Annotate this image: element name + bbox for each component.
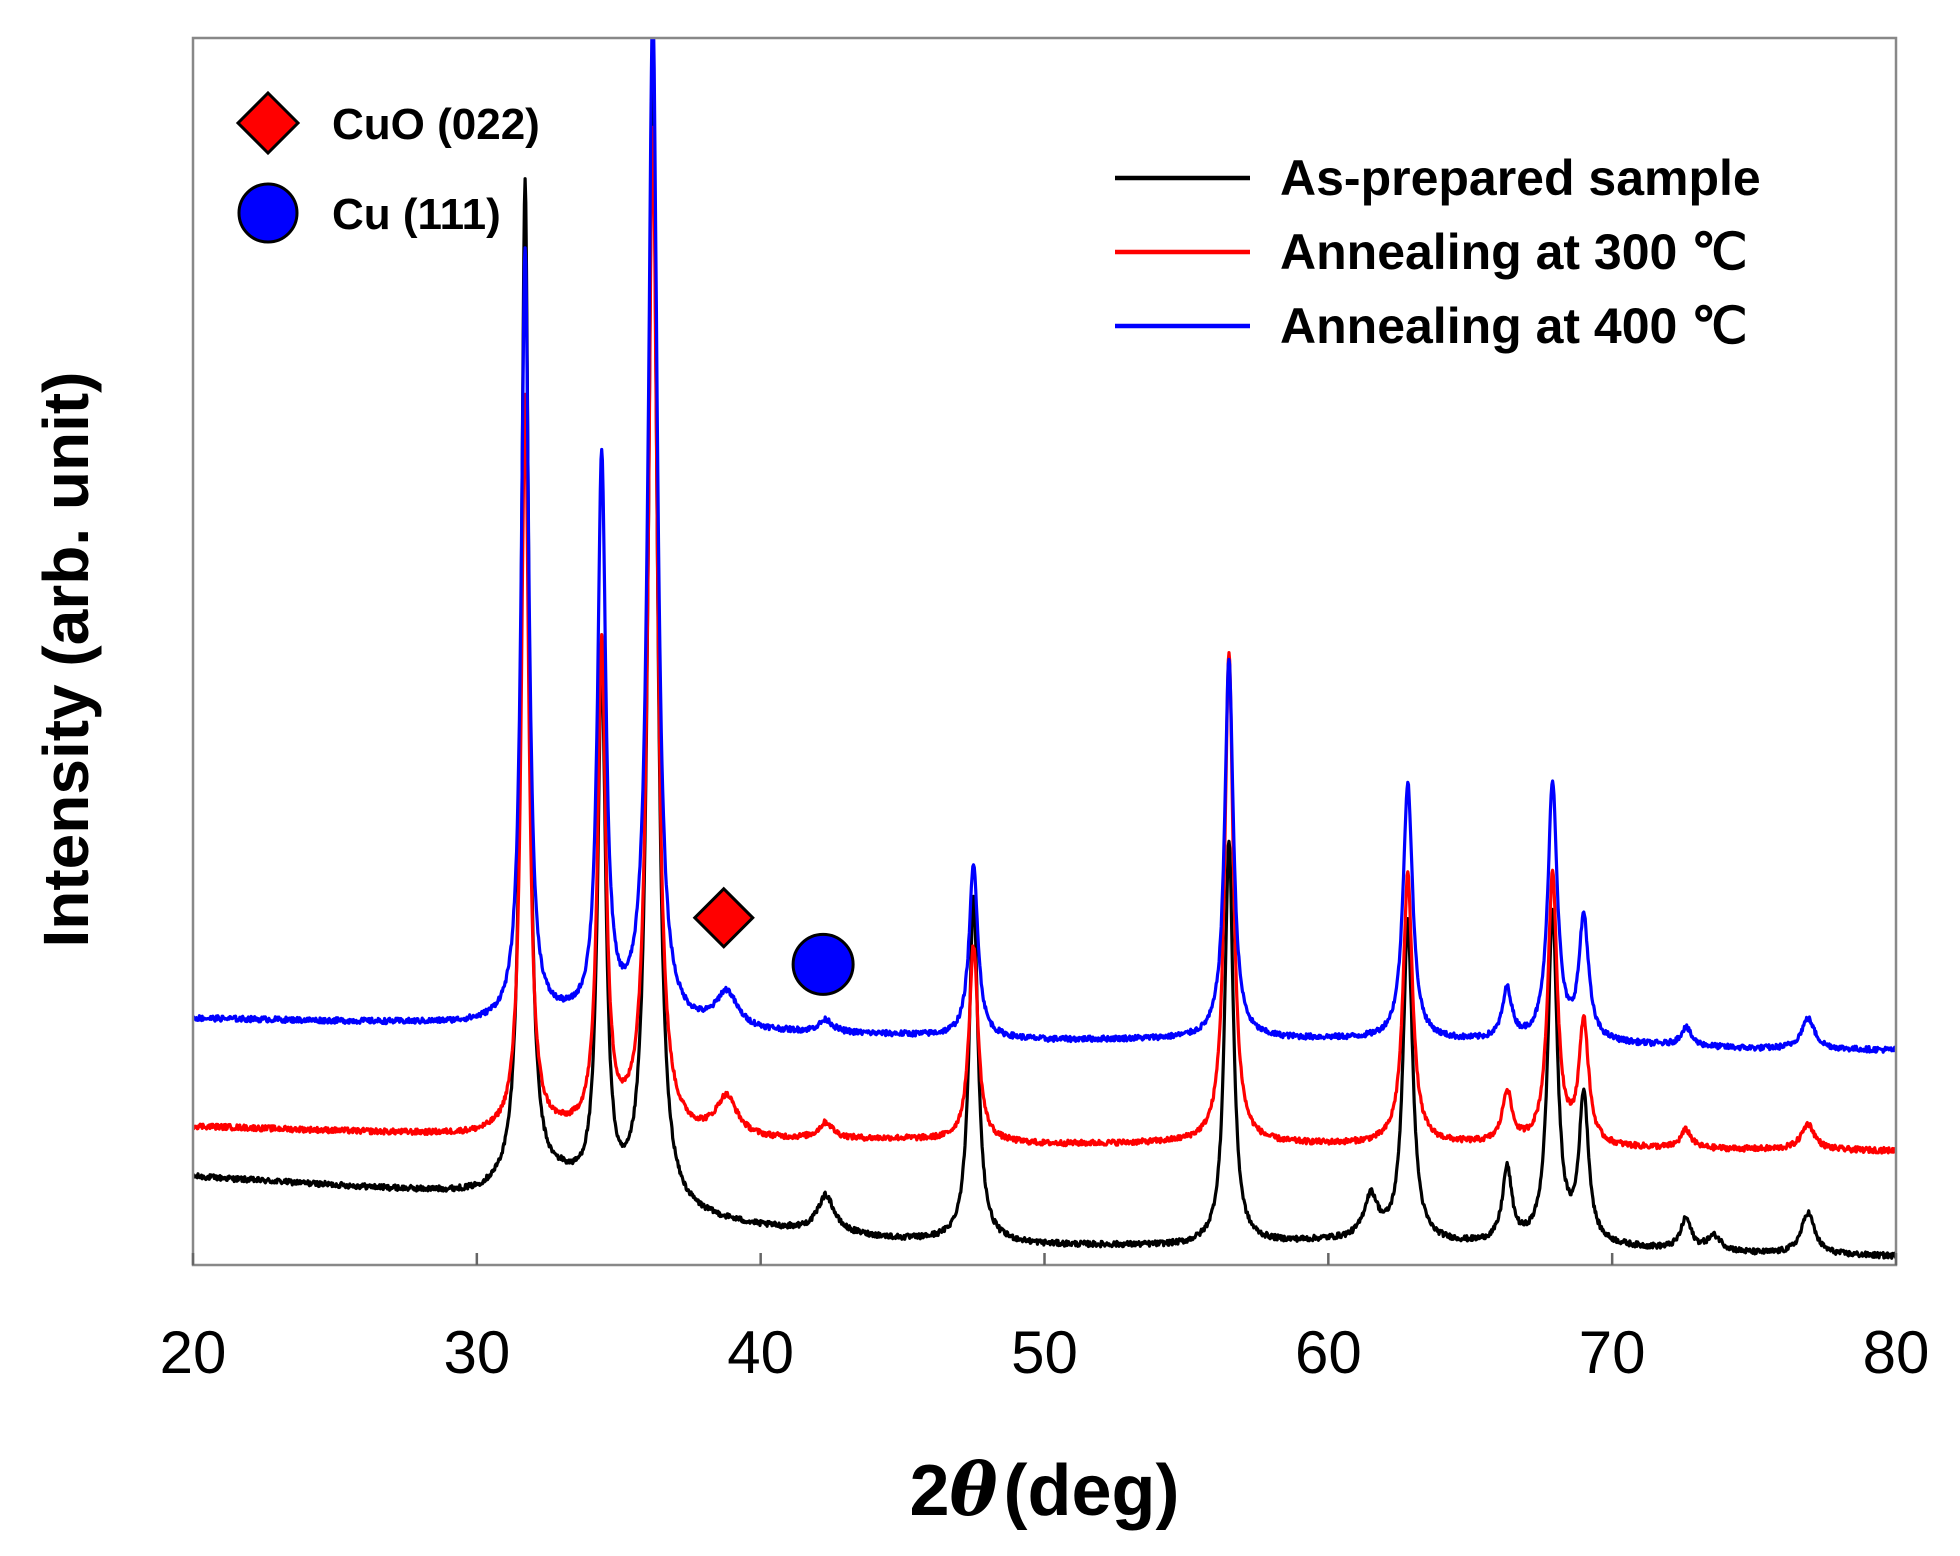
legend: As-prepared sample Annealing at 300 ℃ Anne… xyxy=(1115,150,1761,354)
x-axis-title: 2θ(deg) xyxy=(909,1447,1179,1532)
series-line-2 xyxy=(193,125,1896,1155)
peak-circle-icon xyxy=(791,932,855,996)
marker-legend-circle-icon xyxy=(237,182,299,244)
phase-marker-legend: CuO (022) Cu (111) xyxy=(235,90,540,244)
series-line-3 xyxy=(193,38,1896,1054)
x-tick-label: 70 xyxy=(1579,1319,1646,1386)
axes: 20 30 40 50 60 70 80 xyxy=(160,36,1930,1386)
legend-label-1: As-prepared sample xyxy=(1280,150,1761,206)
marker-legend-label-1: CuO (022) xyxy=(332,100,540,149)
x-tick-label: 20 xyxy=(160,1319,227,1386)
x-tick-label: 30 xyxy=(443,1319,510,1386)
y-axis-title: Intensity (arb. unit) xyxy=(30,372,102,948)
legend-label-2: Annealing at 300 ℃ xyxy=(1280,224,1747,280)
x-axis-title-unit: (deg) xyxy=(1004,1451,1180,1531)
x-axis-title-theta: θ xyxy=(950,1447,998,1532)
series-group xyxy=(193,38,1896,1260)
legend-label-3: Annealing at 400 ℃ xyxy=(1280,298,1747,354)
x-tick-label: 80 xyxy=(1863,1319,1930,1386)
x-tick-label: 50 xyxy=(1011,1319,1078,1386)
series-line-1 xyxy=(193,75,1896,1260)
peak-annotations xyxy=(692,886,855,996)
x-axis-title-prefix: 2 xyxy=(909,1451,949,1531)
marker-legend-diamond-icon xyxy=(235,90,301,156)
plot-area xyxy=(193,38,1896,1260)
x-tick-label: 60 xyxy=(1295,1319,1362,1386)
x-tick-label: 40 xyxy=(727,1319,794,1386)
peak-diamond-icon xyxy=(692,886,755,949)
marker-legend-label-2: Cu (111) xyxy=(332,190,501,239)
